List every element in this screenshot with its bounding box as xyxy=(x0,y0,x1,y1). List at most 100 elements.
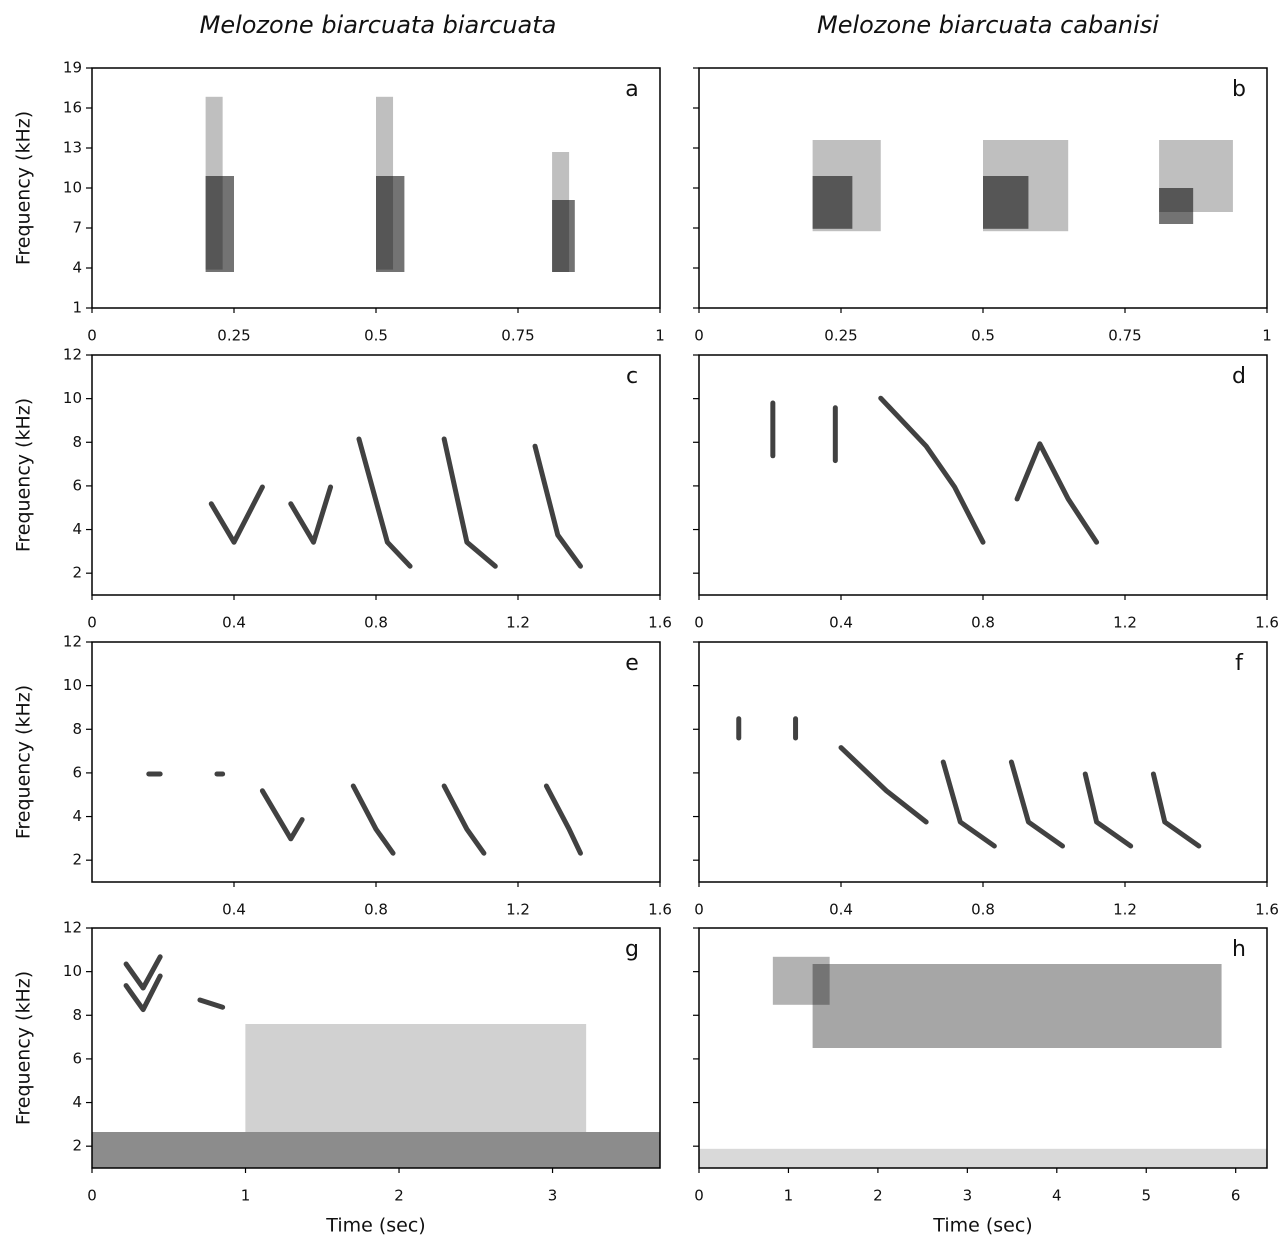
x-tick-label: 0.8 xyxy=(364,614,388,632)
y-tick-label: 8 xyxy=(72,1006,82,1024)
x-tick-label: 1.6 xyxy=(1255,614,1278,632)
y-tick-label: 6 xyxy=(72,1049,82,1067)
spectrogram-energy xyxy=(552,200,575,272)
x-tick-label: 0 xyxy=(87,1187,97,1205)
spectrogram-trace xyxy=(532,443,583,569)
spectrogram-trace xyxy=(350,783,396,856)
y-axis-label: Frequency (kHz) xyxy=(13,111,35,265)
y-tick-label: 8 xyxy=(72,720,82,738)
panel-label: g xyxy=(625,937,639,962)
panel-label: a xyxy=(625,77,638,102)
x-tick-label: 0.4 xyxy=(829,901,853,919)
x-tick-label: 0.4 xyxy=(222,614,246,632)
spectrogram-trace xyxy=(259,788,305,842)
x-tick-label: 0 xyxy=(694,1187,704,1205)
x-tick-label: 0.75 xyxy=(501,327,534,345)
x-tick-label: 4 xyxy=(1052,1187,1062,1205)
spectrogram-energy xyxy=(1159,188,1194,224)
spectrogram-trace xyxy=(1014,441,1100,545)
spectrogram-trace xyxy=(878,395,986,545)
y-tick-label: 4 xyxy=(72,259,82,277)
x-tick-label: 0.8 xyxy=(971,614,995,632)
y-tick-label: 4 xyxy=(72,520,82,538)
spectrogram-trace xyxy=(1150,771,1202,849)
x-tick-label: 3 xyxy=(548,1187,558,1205)
y-axis-label: Frequency (kHz) xyxy=(13,398,35,552)
x-tick-label: 6 xyxy=(1231,1187,1241,1205)
x-tick-label: 0.25 xyxy=(217,327,250,345)
y-tick-label: 2 xyxy=(72,851,82,869)
panel-label: f xyxy=(1235,651,1244,676)
x-tick-label: 1 xyxy=(1262,327,1272,345)
y-tick-label: 1 xyxy=(72,299,82,317)
x-tick-label: 1.6 xyxy=(648,614,672,632)
column-title: Melozone biarcuata cabanisi xyxy=(817,11,1159,39)
y-tick-label: 6 xyxy=(72,476,82,494)
spectrogram-energy xyxy=(983,176,1029,229)
y-tick-label: 4 xyxy=(72,807,82,825)
spectrogram-trace xyxy=(123,954,163,991)
panel-label: h xyxy=(1232,937,1246,962)
spectrogram-trace xyxy=(543,783,583,856)
spectrogram-energy xyxy=(699,1148,1267,1168)
x-tick-label: 3 xyxy=(963,1187,973,1205)
x-tick-label: 0.8 xyxy=(364,901,388,919)
panel-label: b xyxy=(1232,77,1246,102)
x-tick-label: 0.5 xyxy=(364,327,388,345)
plot-frame xyxy=(698,641,1268,883)
y-tick-label: 16 xyxy=(63,99,82,117)
y-axis-label: Frequency (kHz) xyxy=(13,971,35,1125)
spectrogram-trace xyxy=(197,997,226,1010)
y-tick-label: 10 xyxy=(63,389,82,407)
spectrogram-trace xyxy=(356,436,413,569)
y-tick-label: 2 xyxy=(72,564,82,582)
y-tick-label: 12 xyxy=(63,919,82,937)
plot-frame xyxy=(698,927,1268,1169)
y-tick-label: 8 xyxy=(72,433,82,451)
y-tick-label: 19 xyxy=(63,59,82,77)
plot-frame xyxy=(698,354,1268,596)
y-tick-label: 10 xyxy=(63,962,82,980)
spectrogram-trace xyxy=(940,759,997,849)
spectrogram-energy xyxy=(812,176,853,229)
spectrogram-trace xyxy=(1082,771,1134,849)
panel-label: d xyxy=(1232,364,1246,389)
y-tick-label: 10 xyxy=(63,676,82,694)
spectrogram-energy xyxy=(92,1132,660,1168)
spectrogram-trace xyxy=(441,436,498,569)
x-tick-label: 0.5 xyxy=(971,327,995,345)
x-tick-label: 1 xyxy=(655,327,665,345)
x-tick-label: 1.2 xyxy=(506,614,530,632)
spectrogram-trace xyxy=(838,745,929,825)
x-tick-label: 0.25 xyxy=(824,327,857,345)
y-tick-label: 6 xyxy=(72,763,82,781)
y-tick-label: 4 xyxy=(72,1093,82,1111)
y-axis-label: Frequency (kHz) xyxy=(13,685,35,839)
x-tick-label: 1 xyxy=(784,1187,794,1205)
x-tick-label: 0 xyxy=(87,614,97,632)
y-tick-label: 10 xyxy=(63,179,82,197)
spectrogram-energy xyxy=(376,176,405,272)
x-tick-label: 1.2 xyxy=(1113,614,1137,632)
x-tick-label: 0.4 xyxy=(829,614,853,632)
spectrogram-trace xyxy=(441,783,487,856)
spectrogram-trace xyxy=(208,484,265,545)
y-tick-label: 13 xyxy=(63,139,82,157)
y-tick-label: 12 xyxy=(63,346,82,364)
x-tick-label: 2 xyxy=(394,1187,404,1205)
x-axis-label: Time (sec) xyxy=(325,1215,425,1237)
x-tick-label: 5 xyxy=(1141,1187,1151,1205)
x-tick-label: 0.75 xyxy=(1108,327,1141,345)
plot-frame xyxy=(91,927,661,1169)
x-axis-label: Time (sec) xyxy=(932,1215,1032,1237)
y-tick-label: 7 xyxy=(72,219,82,237)
spectrogram-energy xyxy=(245,1024,587,1132)
x-tick-label: 0 xyxy=(694,327,704,345)
y-tick-label: 12 xyxy=(63,633,82,651)
x-tick-label: 0 xyxy=(694,614,704,632)
spectrogram-trace xyxy=(288,484,334,545)
x-tick-label: 2 xyxy=(873,1187,883,1205)
panel-label: c xyxy=(626,364,638,389)
x-tick-label: 1.6 xyxy=(1255,901,1278,919)
